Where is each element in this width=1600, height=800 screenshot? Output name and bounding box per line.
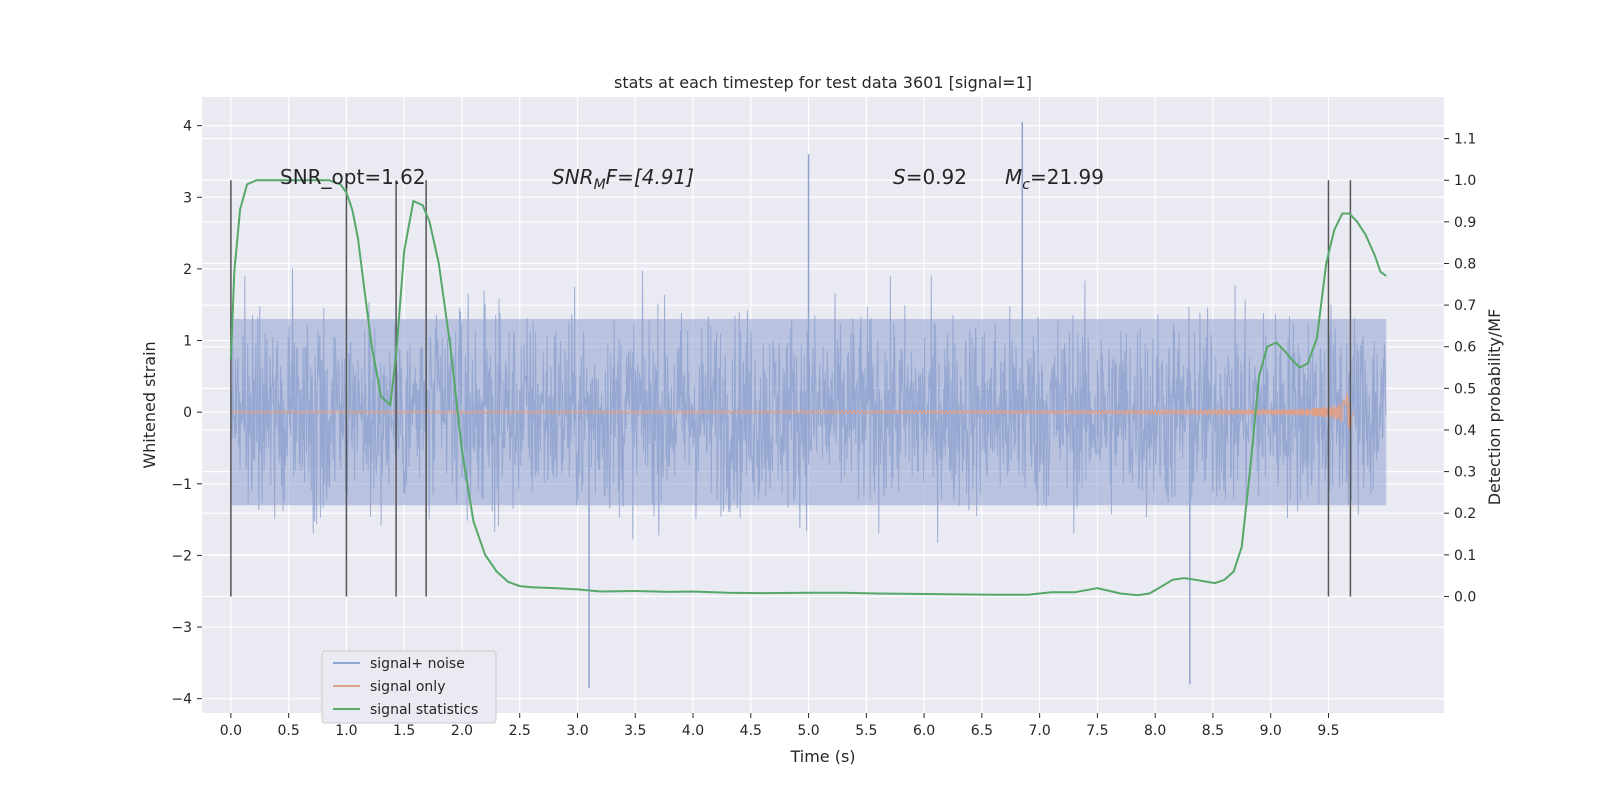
x-tick-label: 2.0 bbox=[451, 723, 473, 739]
right-tick-label: 0.6 bbox=[1454, 340, 1476, 356]
signal-only-series bbox=[230, 392, 1355, 434]
x-tick-label: 7.0 bbox=[1028, 723, 1050, 739]
x-tick-label: 6.0 bbox=[913, 723, 935, 739]
right-tick-label: 0.0 bbox=[1454, 589, 1476, 605]
x-tick-label: 1.0 bbox=[335, 723, 357, 739]
y-tick-label: −4 bbox=[171, 692, 192, 708]
y-tick-label: 1 bbox=[183, 334, 192, 350]
x-tick-label: 5.0 bbox=[797, 723, 819, 739]
mc-rest: =21.99 bbox=[1030, 165, 1104, 189]
right-tick-label: 0.1 bbox=[1454, 548, 1476, 564]
signal-statistics-line bbox=[229, 179, 1387, 597]
vertical-markers bbox=[230, 180, 1352, 597]
right-tick-label: 0.2 bbox=[1454, 506, 1476, 522]
y-tick-label: 4 bbox=[183, 119, 192, 135]
y-tick-label: −2 bbox=[171, 548, 192, 564]
chart-title: stats at each timestep for test data 360… bbox=[614, 73, 1032, 92]
x-tick-label: 0.0 bbox=[220, 723, 242, 739]
mc-sub: c bbox=[1022, 177, 1030, 193]
s-rest: =0.92 bbox=[906, 165, 967, 189]
right-axis-ticks: 1.1 1.0 0.9 0.8 0.7 0.6 0.5 0.4 0.3 0.2 0.1 0.0 bbox=[1444, 132, 1476, 605]
x-tick-label: 1.5 bbox=[393, 723, 415, 739]
y-tick-label: 0 bbox=[183, 405, 192, 421]
x-tick-label: 8.5 bbox=[1202, 723, 1224, 739]
x-axis-label: Time (s) bbox=[789, 747, 855, 766]
right-tick-label: 0.4 bbox=[1454, 423, 1476, 439]
legend-label-noise: signal+ noise bbox=[370, 656, 465, 672]
right-tick-label: 0.5 bbox=[1454, 381, 1476, 397]
right-axis-label: Detection probability/MF bbox=[1485, 309, 1504, 506]
x-tick-label: 4.5 bbox=[740, 723, 762, 739]
legend-box bbox=[321, 650, 497, 724]
mc-main: M bbox=[1005, 165, 1022, 189]
snr-mf-annotation: SNRMF=[4.91] bbox=[552, 165, 694, 193]
right-tick-label: 0.8 bbox=[1454, 256, 1476, 272]
legend-label-signal: signal only bbox=[370, 679, 445, 695]
s-main: S bbox=[893, 165, 906, 189]
right-tick-label: 0.7 bbox=[1454, 298, 1476, 314]
x-tick-label: 8.0 bbox=[1144, 723, 1166, 739]
x-tick-label: 9.0 bbox=[1260, 723, 1282, 739]
y-tick-label: 2 bbox=[183, 262, 192, 278]
snr-opt-annotation: SNR_opt=1.62 bbox=[280, 165, 426, 189]
signal-statistics-series bbox=[229, 179, 1387, 597]
x-tick-label: 4.0 bbox=[682, 723, 704, 739]
right-tick-label: 1.0 bbox=[1454, 173, 1476, 189]
snr-mf-rest: F=[4.91] bbox=[606, 165, 694, 189]
x-tick-label: 0.5 bbox=[278, 723, 300, 739]
y-tick-label: 3 bbox=[183, 190, 192, 206]
y-axis-ticks: 4 3 2 1 0 −1 −2 −3 −4 bbox=[171, 119, 202, 708]
right-tick-label: 0.9 bbox=[1454, 215, 1476, 231]
right-tick-label: 1.1 bbox=[1454, 132, 1476, 148]
x-tick-label: 5.5 bbox=[855, 723, 877, 739]
x-tick-label: 6.5 bbox=[971, 723, 993, 739]
s-annotation: S=0.92 bbox=[893, 165, 967, 189]
snr-mf-sub: M bbox=[594, 177, 606, 193]
signal-only-line bbox=[230, 392, 1355, 434]
x-tick-label: 9.5 bbox=[1317, 723, 1339, 739]
y-tick-label: −3 bbox=[171, 620, 192, 636]
y-axis-label: Whitened strain bbox=[140, 341, 159, 468]
x-tick-label: 3.0 bbox=[566, 723, 588, 739]
mc-annotation: Mc=21.99 bbox=[1005, 165, 1104, 193]
y-tick-label: −1 bbox=[171, 477, 192, 493]
legend: signal+ noise signal only signal statist… bbox=[321, 650, 497, 724]
snr-mf-main: SNR bbox=[552, 165, 594, 189]
right-tick-label: 0.3 bbox=[1454, 465, 1476, 481]
x-axis-ticks: 0.0 0.5 1.0 1.5 2.0 2.5 3.0 3.5 4.0 4.5 5.0 5.5 6.0 6… bbox=[220, 713, 1340, 739]
x-tick-label: 2.5 bbox=[509, 723, 531, 739]
x-tick-label: 3.5 bbox=[624, 723, 646, 739]
legend-label-statistics: signal statistics bbox=[370, 702, 478, 718]
x-tick-label: 7.5 bbox=[1086, 723, 1108, 739]
